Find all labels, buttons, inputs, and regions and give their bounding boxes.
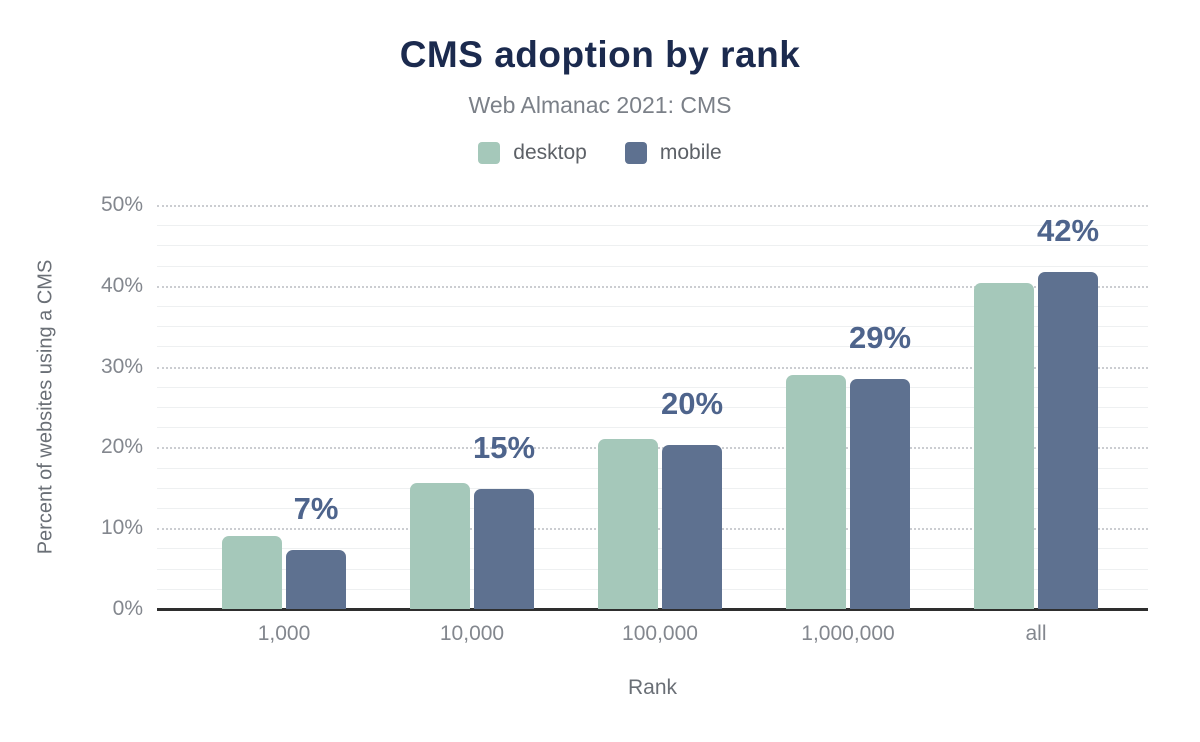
plot-area: 7% 1,000 15% 10,000 20% 100,000 29% 1,000,000 42… bbox=[157, 205, 1148, 645]
mobile-bar[interactable] bbox=[286, 550, 346, 609]
y-tick-label: 20% bbox=[100, 435, 143, 459]
x-tick-label: all bbox=[1025, 622, 1047, 645]
desktop-bar[interactable] bbox=[598, 439, 658, 609]
x-axis-title: Rank bbox=[627, 676, 678, 699]
minor-gridline bbox=[157, 386, 1148, 388]
category-band: 29% 1,000,000 bbox=[754, 205, 942, 645]
desktop-swatch-icon bbox=[478, 142, 501, 164]
category-band: 7% 1,000 bbox=[190, 205, 378, 645]
plot-bands: 7% 1,000 15% 10,000 20% 100,000 29% 1,000,000 42… bbox=[190, 205, 1130, 645]
legend-label: desktop bbox=[513, 141, 587, 164]
minor-gridline bbox=[157, 265, 1148, 267]
x-tick-label: 100,000 bbox=[622, 622, 698, 645]
x-tick-label: 1,000,000 bbox=[801, 622, 895, 645]
legend-label: mobile bbox=[659, 141, 722, 164]
category-band: 42% all bbox=[942, 205, 1130, 645]
data-label: 42% bbox=[1036, 213, 1100, 249]
major-gridline bbox=[157, 205, 1148, 207]
chart-subtitle: Web Almanac 2021: CMS bbox=[468, 92, 732, 118]
minor-gridline bbox=[157, 245, 1148, 247]
minor-gridline bbox=[157, 407, 1148, 408]
x-axis-line bbox=[157, 608, 1148, 611]
data-label: 29% bbox=[848, 319, 912, 355]
desktop-bar[interactable] bbox=[974, 282, 1034, 609]
mobile-bar[interactable] bbox=[662, 444, 722, 609]
data-label: 20% bbox=[660, 385, 724, 421]
major-gridline bbox=[157, 285, 1148, 288]
y-tick-label: 50% bbox=[100, 193, 143, 216]
mobile-swatch-icon bbox=[624, 142, 647, 164]
minor-gridline bbox=[157, 326, 1148, 328]
mobile-bar[interactable] bbox=[850, 378, 910, 609]
desktop-bar[interactable] bbox=[410, 482, 470, 609]
data-label: 15% bbox=[472, 429, 536, 465]
y-tick-label: 40% bbox=[100, 273, 143, 297]
chart-title: CMS adoption by rank bbox=[399, 34, 801, 75]
x-tick-label: 1,000 bbox=[257, 622, 311, 645]
mobile-bar[interactable] bbox=[1038, 272, 1098, 609]
legend-item-desktop[interactable]: desktop bbox=[478, 141, 587, 165]
category-band: 15% 10,000 bbox=[378, 205, 566, 645]
major-gridline bbox=[157, 366, 1148, 369]
y-tick-label: 30% bbox=[100, 354, 143, 378]
legend-item-mobile[interactable]: mobile bbox=[624, 141, 722, 165]
y-tick-label: 10% bbox=[100, 516, 143, 540]
data-label: 7% bbox=[293, 491, 339, 527]
desktop-bar[interactable] bbox=[786, 374, 846, 609]
minor-gridline bbox=[157, 346, 1148, 348]
minor-gridline bbox=[157, 225, 1148, 227]
minor-gridline bbox=[157, 306, 1148, 307]
mobile-bar[interactable] bbox=[474, 488, 534, 609]
legend: desktop mobile bbox=[0, 141, 1200, 165]
y-tick-label: 0% bbox=[112, 597, 143, 620]
category-band: 20% 100,000 bbox=[566, 205, 754, 645]
x-tick-label: 10,000 bbox=[439, 622, 505, 645]
desktop-bar[interactable] bbox=[222, 536, 282, 609]
minor-gridline bbox=[157, 427, 1148, 429]
y-axis-title: Percent of websites using a CMS bbox=[34, 259, 57, 555]
